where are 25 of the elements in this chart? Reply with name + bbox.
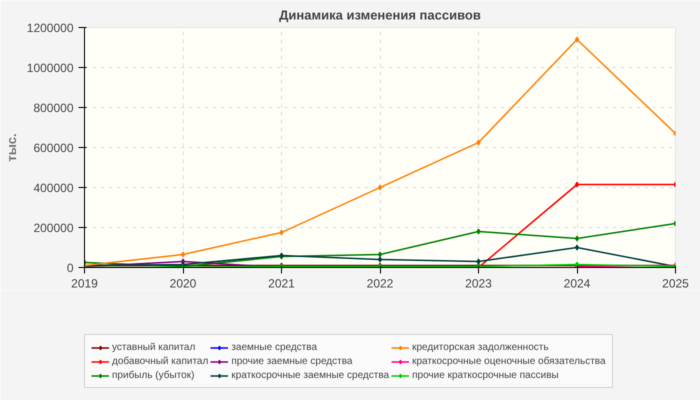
y-tick-label: 400000 [33,181,74,195]
y-tick-label: 800000 [33,101,74,115]
legend-label: заемные средства [231,341,318,353]
legend-label: прочие краткосрочные пассивы [412,369,559,381]
x-tick-label: 2023 [465,276,492,290]
legend-label: кредиторская задолженность [412,341,549,353]
y-tick-label: 600000 [33,141,74,155]
x-tick-label: 2025 [662,276,690,290]
y-tick-label: 1200000 [26,21,74,35]
x-tick-label: 2024 [564,276,591,290]
y-axis-title: тыс. [4,133,19,162]
legend-label: краткосрочные заемные средства [231,369,390,381]
x-tick-label: 2019 [71,276,98,290]
chart-title: Динамика изменения пассивов [279,8,481,22]
y-tick-label: 200000 [33,221,74,235]
legend-label: краткосрочные оценочные обязательства [412,355,606,367]
y-tick-label: 0 [66,261,74,275]
x-tick-label: 2022 [366,276,394,290]
legend-label: добавочный капитал [112,355,208,367]
x-tick-label: 2021 [268,276,296,290]
y-tick-label: 1000000 [26,61,74,75]
x-tick-label: 2020 [170,276,197,290]
legend-label: прибыль (убыток) [112,369,194,381]
legend-label: прочие заемные средства [231,355,352,367]
legend-label: уставный капитал [112,341,196,353]
